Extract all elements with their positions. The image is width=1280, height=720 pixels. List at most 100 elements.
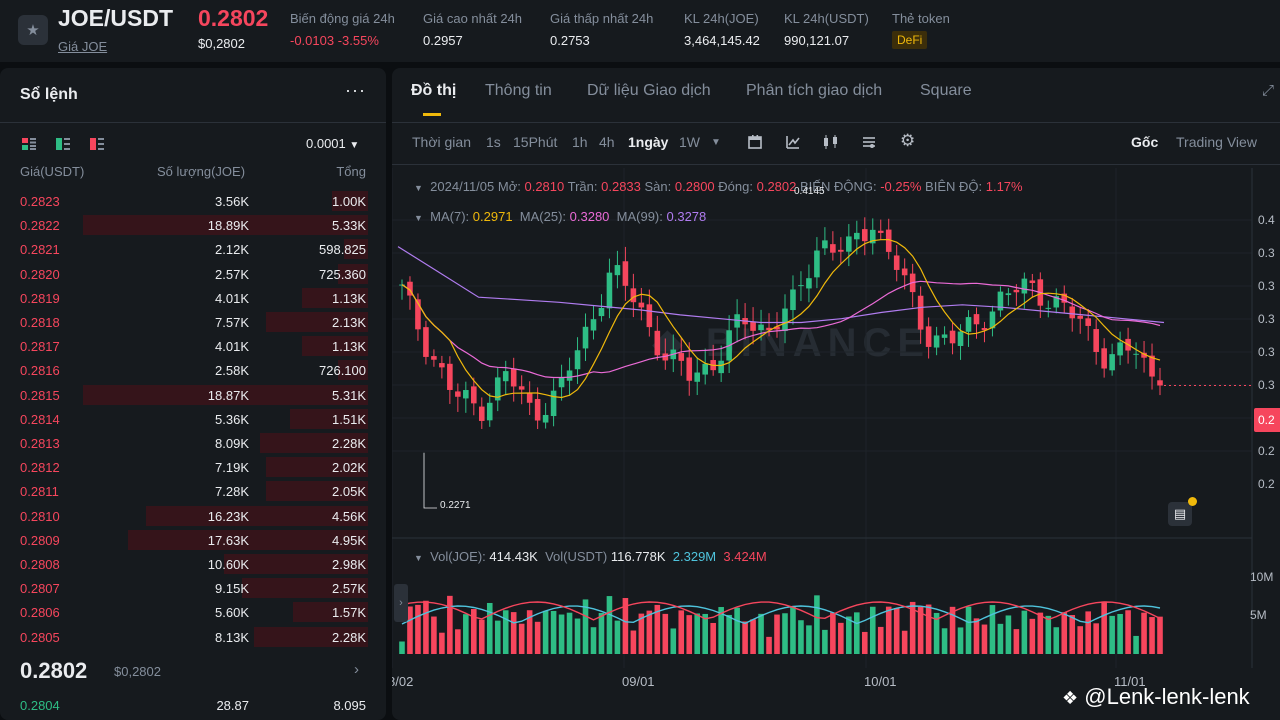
binance-logo-icon: ❖ bbox=[1062, 688, 1079, 708]
price-axis-label: 0.3 bbox=[1258, 279, 1275, 293]
volume-bar bbox=[1013, 629, 1020, 654]
ask-row[interactable]: 0.2805 8.13K 2.28K bbox=[0, 625, 386, 649]
volume-bar bbox=[917, 606, 924, 654]
ask-row[interactable]: 0.2820 2.57K 725.360 bbox=[0, 262, 386, 286]
view-asks-icon[interactable] bbox=[90, 138, 104, 150]
more-options-icon[interactable]: ··· bbox=[345, 80, 366, 100]
ask-total: 1.13K bbox=[332, 290, 366, 306]
chevron-down-icon[interactable]: ▼ bbox=[711, 137, 721, 148]
expand-icon[interactable]: ⤢ bbox=[1261, 82, 1274, 99]
interval-1h[interactable]: 1h bbox=[572, 134, 588, 150]
candle-body bbox=[774, 326, 780, 330]
ask-row[interactable]: 0.2811 7.28K 2.05K bbox=[0, 479, 386, 503]
ask-row[interactable]: 0.2817 4.01K 1.13K bbox=[0, 334, 386, 358]
volume-bar bbox=[518, 623, 525, 654]
candle-body bbox=[893, 255, 900, 270]
favorite-star-icon[interactable]: ★ bbox=[18, 15, 48, 45]
ask-row[interactable]: 0.2816 2.58K 726.100 bbox=[0, 358, 386, 382]
interval-15m[interactable]: 15Phút bbox=[513, 134, 558, 150]
candle-body bbox=[574, 350, 581, 370]
volume-bar bbox=[566, 612, 573, 654]
candle-body bbox=[1045, 307, 1052, 309]
collapse-icon[interactable]: ▼ bbox=[414, 553, 423, 563]
ask-total: 2.13K bbox=[332, 315, 366, 330]
ask-row[interactable]: 0.2819 4.01K 1.13K bbox=[0, 286, 386, 310]
vol-ma1-value: 2.329M bbox=[672, 549, 717, 564]
ask-total: 4.56K bbox=[332, 508, 366, 524]
volume-bar bbox=[1125, 610, 1131, 654]
tab-info[interactable]: Thông tin bbox=[485, 82, 552, 99]
candle-type-icon[interactable] bbox=[822, 134, 840, 150]
ask-row[interactable]: 0.2810 16.23K 4.56K bbox=[0, 504, 386, 528]
ask-row[interactable]: 0.2812 7.19K 2.02K bbox=[0, 455, 386, 479]
collapse-icon[interactable]: ▼ bbox=[414, 213, 423, 223]
ask-row[interactable]: 0.2815 18.87K 5.31K bbox=[0, 383, 386, 407]
calendar-icon[interactable] bbox=[747, 134, 763, 150]
volume-bar bbox=[854, 612, 860, 654]
view-both-icon[interactable] bbox=[22, 138, 36, 150]
bid-row[interactable]: 0.2804 28.87 8.095 bbox=[0, 693, 386, 717]
high-label: Trần: bbox=[567, 179, 598, 194]
token-tag-badge[interactable]: DeFi bbox=[892, 31, 928, 49]
ask-row[interactable]: 0.2822 18.89K 5.33K bbox=[0, 213, 386, 237]
ask-total: 1.13K bbox=[332, 339, 366, 355]
ma-legend: ▼ MA(7): 0.2971 MA(25): 0.3280 MA(99): 0… bbox=[414, 209, 706, 224]
view-tradingview[interactable]: Trading View bbox=[1176, 134, 1257, 150]
high-marker-label: 0.4145 bbox=[794, 186, 825, 197]
tab-trading-analysis[interactable]: Phân tích giao dịch bbox=[746, 82, 883, 99]
precision-select[interactable]: 0.0001 ▼ bbox=[306, 136, 359, 151]
tab-trading-data[interactable]: Dữ liệu Giao dịch bbox=[587, 82, 711, 99]
chevron-right-icon[interactable]: › bbox=[354, 661, 359, 678]
depth-bar bbox=[266, 312, 368, 332]
view-original[interactable]: Gốc bbox=[1131, 134, 1159, 150]
ask-row[interactable]: 0.2813 8.09K 2.28K bbox=[0, 431, 386, 455]
candle-body bbox=[463, 390, 469, 399]
tab-chart[interactable]: Đồ thị bbox=[411, 82, 457, 99]
candle-body bbox=[566, 370, 573, 381]
ask-row[interactable]: 0.2823 3.56K 1.00K bbox=[0, 189, 386, 213]
volume-bar bbox=[1133, 635, 1139, 654]
indicator-icon[interactable] bbox=[785, 134, 801, 150]
volume-bar bbox=[694, 613, 701, 654]
ask-row[interactable]: 0.2809 17.63K 4.95K bbox=[0, 528, 386, 552]
ask-row[interactable]: 0.2806 5.60K 1.57K bbox=[0, 600, 386, 624]
layout-icon[interactable] bbox=[861, 134, 877, 150]
ask-row[interactable]: 0.2807 9.15K 2.57K bbox=[0, 576, 386, 600]
candle-body bbox=[885, 229, 892, 252]
ask-qty: 17.63K bbox=[207, 532, 249, 548]
candle-body bbox=[981, 328, 988, 331]
interval-1w[interactable]: 1W bbox=[679, 134, 700, 150]
volume-bar bbox=[590, 627, 597, 654]
ask-row[interactable]: 0.2808 10.60K 2.98K bbox=[0, 552, 386, 576]
candle-body bbox=[1157, 380, 1163, 386]
interval-1s[interactable]: 1s bbox=[486, 134, 501, 150]
view-bids-icon[interactable] bbox=[56, 138, 70, 150]
price-axis-label: 0.4 bbox=[1258, 213, 1275, 227]
order-book-panel: Sổ lệnh ··· 0.0001 ▼ Giá(USDT) Số lượng(… bbox=[0, 68, 386, 720]
interval-4h[interactable]: 4h bbox=[599, 134, 615, 150]
change-value: -0.25% bbox=[880, 179, 922, 194]
ask-row[interactable]: 0.2814 5.36K 1.51K bbox=[0, 407, 386, 431]
bid-total: 8.095 bbox=[333, 698, 366, 713]
collapse-icon[interactable]: ▼ bbox=[414, 183, 423, 193]
ma7-line bbox=[401, 238, 1161, 399]
candle-body bbox=[1093, 329, 1099, 352]
price-chart[interactable] bbox=[392, 68, 1280, 720]
candle-body bbox=[654, 330, 661, 356]
ask-row[interactable]: 0.2821 2.12K 598.825 bbox=[0, 237, 386, 261]
order-history-icon[interactable]: ▤ bbox=[1168, 502, 1192, 526]
coin-info-link[interactable]: Giá JOE bbox=[58, 39, 108, 54]
interval-1d[interactable]: 1ngày bbox=[628, 134, 669, 150]
stat-label-low: Giá thấp nhất 24h bbox=[550, 11, 654, 26]
settings-icon[interactable]: ⚙ bbox=[900, 131, 916, 150]
candle-body bbox=[814, 250, 820, 278]
candle-body bbox=[766, 327, 772, 331]
tab-square[interactable]: Square bbox=[920, 82, 972, 99]
volume-bar bbox=[973, 618, 980, 654]
ask-price: 0.2820 bbox=[20, 266, 60, 282]
pair-title[interactable]: JOE/USDT bbox=[58, 5, 174, 31]
volume-bar bbox=[981, 624, 988, 654]
expand-side-icon[interactable]: › bbox=[394, 584, 408, 622]
volume-bar bbox=[782, 613, 788, 654]
ask-row[interactable]: 0.2818 7.57K 2.13K bbox=[0, 310, 386, 334]
